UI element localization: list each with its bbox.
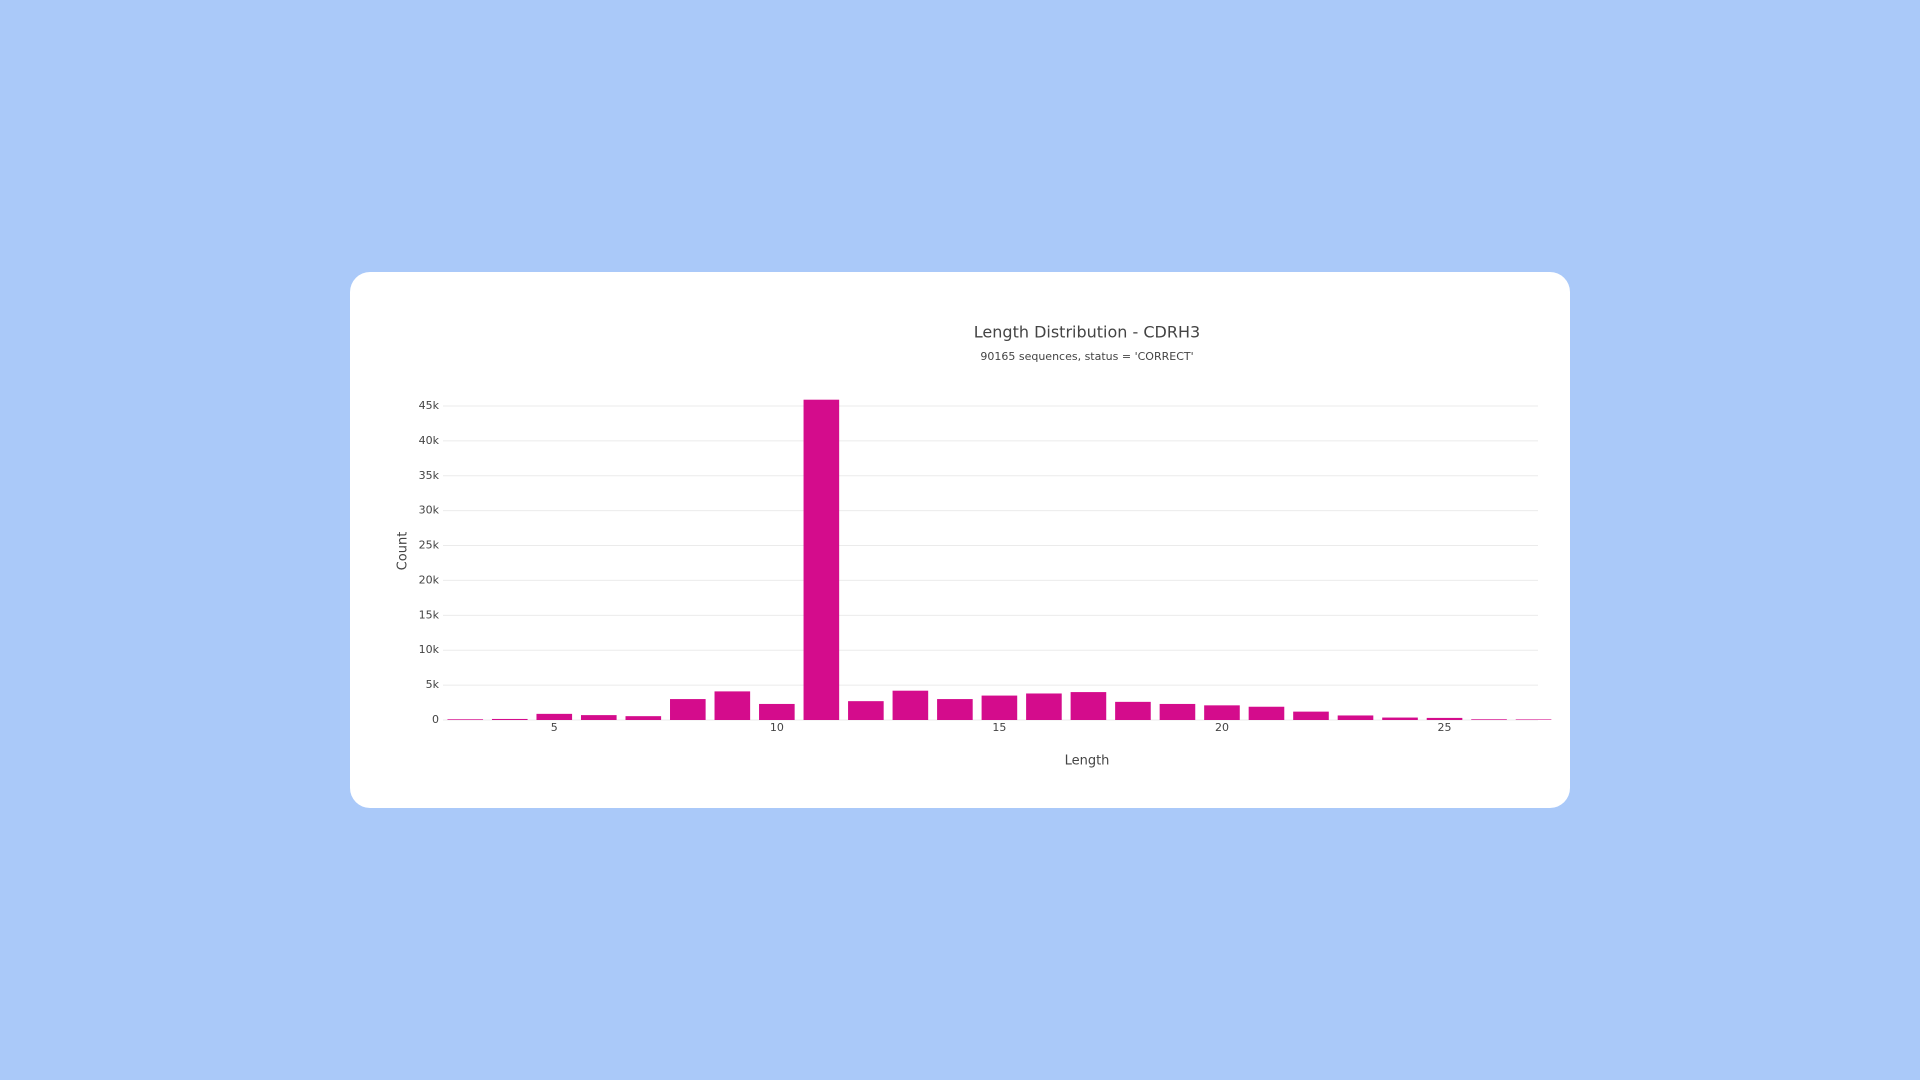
y-tick-label: 30k	[419, 504, 440, 517]
bar	[491, 718, 528, 720]
bar	[447, 719, 484, 720]
x-tick-label: 25	[1438, 721, 1452, 734]
y-tick-label: 20k	[419, 573, 440, 586]
bar	[1204, 705, 1240, 720]
bar	[714, 691, 751, 720]
bar	[1115, 701, 1151, 720]
bar	[1382, 717, 1418, 720]
bar	[1293, 711, 1329, 720]
chart-subtitle: 90165 sequences, status = 'CORRECT'	[980, 350, 1193, 363]
bar	[1070, 692, 1107, 720]
bar	[848, 701, 884, 720]
bar	[1159, 703, 1196, 720]
bar	[625, 716, 662, 720]
y-tick-label: 5k	[426, 678, 440, 691]
bar	[1248, 706, 1285, 720]
y-tick-label: 35k	[419, 469, 440, 482]
x-tick-label: 5	[551, 721, 558, 734]
bar	[1515, 719, 1552, 720]
y-tick-label: 10k	[419, 643, 440, 656]
bar	[1471, 719, 1507, 720]
y-tick-label: 15k	[419, 608, 440, 621]
x-tick-label: 15	[992, 721, 1006, 734]
bar	[892, 690, 929, 720]
y-tick-label: 25k	[419, 539, 440, 552]
bar	[580, 715, 617, 720]
bar	[1426, 717, 1463, 720]
x-tick-label: 20	[1215, 721, 1229, 734]
y-axis-title: Count	[396, 532, 411, 571]
y-tick-label: 45k	[419, 399, 440, 412]
bar	[937, 699, 973, 720]
y-tick-label: 0	[432, 713, 439, 726]
x-axis-title: Length	[1065, 754, 1110, 769]
y-tick-label: 40k	[419, 434, 440, 447]
chart-title: Length Distribution - CDRH3	[974, 323, 1200, 342]
bar	[1026, 693, 1062, 720]
bar	[981, 695, 1018, 720]
bar	[1337, 715, 1374, 720]
bar	[803, 399, 840, 720]
bar	[670, 699, 706, 720]
bar	[759, 703, 795, 720]
bar	[536, 713, 573, 720]
x-tick-label: 10	[770, 721, 784, 734]
